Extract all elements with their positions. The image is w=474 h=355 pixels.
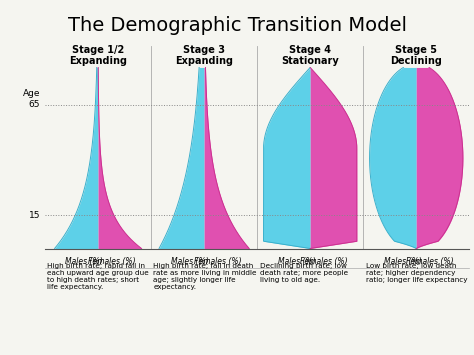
Text: Males (%): Males (%) <box>65 257 103 266</box>
Text: Stage 4
Stationary: Stage 4 Stationary <box>281 45 339 66</box>
Text: 65: 65 <box>29 100 40 109</box>
Text: Declining birth rate; low
death rate; more people
living to old age.: Declining birth rate; low death rate; mo… <box>259 263 347 283</box>
Text: Low birth rate; low death
rate; higher dependency
ratio; longer life expectancy: Low birth rate; low death rate; higher d… <box>365 263 467 283</box>
Text: The Demographic Transition Model: The Demographic Transition Model <box>67 16 407 35</box>
Text: Males (%): Males (%) <box>172 257 209 266</box>
Text: Stage 1/2
Expanding: Stage 1/2 Expanding <box>69 45 127 66</box>
Text: Stage 3
Expanding: Stage 3 Expanding <box>175 45 233 66</box>
Text: High birth rate; rapid fall in
each upward age group due
to high death rates; sh: High birth rate; rapid fall in each upwa… <box>47 263 149 290</box>
Text: Stage 5
Declining: Stage 5 Declining <box>390 45 442 66</box>
Text: Females (%): Females (%) <box>406 257 454 266</box>
Text: Females (%): Females (%) <box>194 257 242 266</box>
Text: High birth rate; fall in death
rate as more living in middle
age; slightly longe: High birth rate; fall in death rate as m… <box>154 263 257 290</box>
Text: Females (%): Females (%) <box>300 257 348 266</box>
Text: 15: 15 <box>29 211 40 220</box>
Text: Males (%): Males (%) <box>277 257 315 266</box>
Text: Females (%): Females (%) <box>88 257 136 266</box>
Text: Age: Age <box>23 89 40 98</box>
Text: Males (%): Males (%) <box>383 257 421 266</box>
